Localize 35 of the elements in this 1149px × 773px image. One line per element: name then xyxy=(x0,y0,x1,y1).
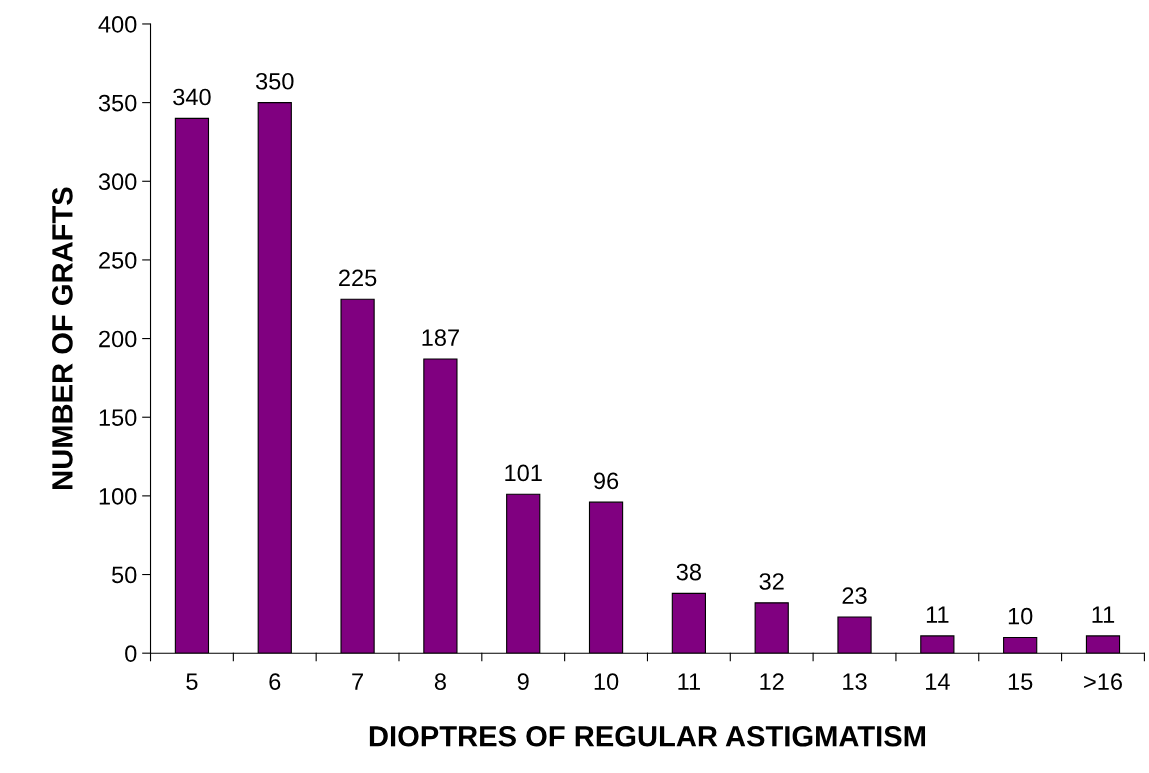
data-label: 38 xyxy=(676,563,701,581)
x-tick-label: 11 xyxy=(678,673,700,690)
y-tick-label: 50 xyxy=(112,566,137,584)
y-tick-label: 200 xyxy=(99,330,137,348)
x-tick-label: 14 xyxy=(926,673,950,690)
y-tick-label: 150 xyxy=(99,409,137,427)
x-tick-label: 12 xyxy=(760,673,784,690)
data-label: 225 xyxy=(339,269,377,287)
x-tick-label: 8 xyxy=(434,673,446,690)
x-tick-label: 13 xyxy=(843,673,867,690)
data-label: 10 xyxy=(1008,607,1033,625)
y-axis-title: NUMBER OF GRAFTS xyxy=(52,187,73,489)
y-tick-label: 100 xyxy=(99,487,137,505)
data-label: 96 xyxy=(594,472,619,490)
x-tick-label: 15 xyxy=(1008,673,1033,690)
x-tick-label: 9 xyxy=(517,673,529,690)
x-tick-label: >16 xyxy=(1084,673,1122,690)
x-tick-label: 6 xyxy=(269,673,281,690)
x-tick-label: 7 xyxy=(352,673,363,690)
x-tick-label: 10 xyxy=(594,673,619,690)
x-tick-label: 5 xyxy=(186,673,198,690)
data-label: 350 xyxy=(255,72,294,90)
y-tick-label: 300 xyxy=(98,173,137,191)
data-label: 11 xyxy=(1092,606,1115,623)
x-axis-title: DIOPTRES OF REGULAR ASTIGMATISM xyxy=(369,725,926,747)
y-tick-label: 400 xyxy=(98,16,137,33)
data-label: 187 xyxy=(422,329,459,347)
data-label: 32 xyxy=(759,573,784,590)
y-tick-label: 350 xyxy=(98,94,137,112)
y-tick-label: 250 xyxy=(99,251,137,269)
data-label: 23 xyxy=(842,587,867,604)
data-label: 11 xyxy=(926,606,949,623)
data-label: 340 xyxy=(173,88,211,106)
y-tick-label: 0 xyxy=(125,645,137,662)
data-label: 101 xyxy=(505,464,542,482)
